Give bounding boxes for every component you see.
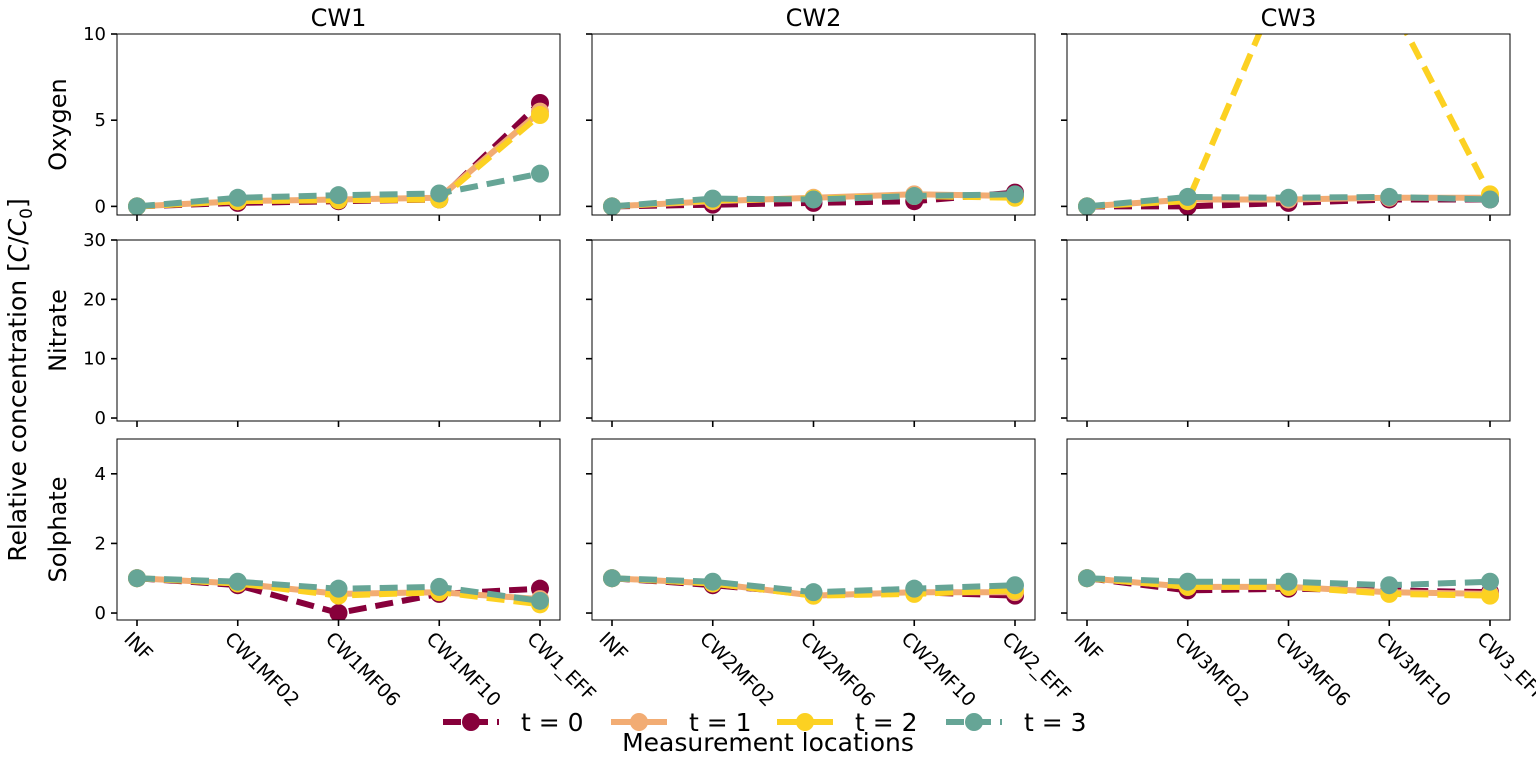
legend-marker-2	[796, 713, 814, 731]
axes-frame	[1066, 33, 1511, 216]
panel-title-cw2: CW2	[786, 4, 842, 32]
x-tick-label: CW1MF10	[422, 628, 505, 711]
panel-solphate-cw3: INF CW3MF02 CW3MF06 CW3MF10 CW3_EFF	[1061, 438, 1536, 711]
panel-solphate-cw1: 0 2 4 INF CW1MF02 CW1MF06 CW1MF10 CW1_EFF Solpha…	[44, 438, 600, 711]
x-tick-label: CW2MF10	[897, 628, 980, 711]
panel-nitrate-cw1: 0 10 20 30 Nitrate	[44, 230, 561, 429]
panel-solphate-cw2: INF CW2MF02 CW2MF06 CW2MF10 CW2_EFF	[586, 438, 1075, 711]
data-point	[128, 569, 146, 588]
legend-label-3: t = 3	[1024, 708, 1087, 737]
x-tick-label: CW1_EFF	[522, 628, 599, 705]
data-point	[531, 106, 549, 125]
data-point	[1006, 576, 1024, 595]
panel-title-cw3: CW3	[1261, 4, 1317, 32]
axes-frame	[1066, 438, 1511, 621]
y-tick-label: 10	[83, 349, 106, 370]
data-point	[531, 591, 549, 610]
x-tick-label: CW1MF02	[220, 628, 303, 711]
x-tick-label: INF	[119, 628, 156, 665]
data-point	[1178, 572, 1197, 591]
y-tick-label: 2	[95, 533, 106, 554]
panel-nitrate-cw3	[1061, 239, 1511, 427]
x-tick-label: CW2MF06	[796, 628, 879, 711]
data-point	[329, 579, 348, 598]
x-tick-label: CW2MF02	[695, 628, 778, 711]
axes-frame	[116, 239, 561, 422]
data-point	[1078, 197, 1096, 215]
data-point	[1481, 572, 1499, 591]
data-point	[1178, 187, 1197, 206]
data-point	[228, 572, 247, 591]
x-tick-label: CW2_EFF	[997, 628, 1074, 705]
row-label-oxygen: Oxygen	[44, 78, 72, 171]
data-point	[905, 579, 924, 598]
figure-x-label: Measurement locations	[622, 728, 914, 757]
data-point	[603, 197, 621, 215]
legend-marker-0	[462, 713, 480, 731]
data-point	[1078, 569, 1096, 588]
x-tick-label: INF	[1069, 628, 1106, 665]
data-point	[1279, 188, 1298, 207]
axes-frame	[116, 438, 561, 621]
data-point	[804, 583, 823, 602]
axes-frame	[591, 239, 1036, 422]
y-tick-label: 4	[95, 464, 106, 485]
legend-label-2: t = 2	[855, 708, 918, 737]
axes-frame	[1066, 239, 1511, 422]
y-tick-label: 0	[95, 603, 106, 624]
data-point	[329, 604, 348, 620]
panel-nitrate-cw2	[586, 239, 1036, 427]
panel-oxygen-cw2	[586, 33, 1036, 221]
data-point	[1380, 187, 1399, 206]
legend-label-0: t = 0	[521, 708, 584, 737]
axes-frame	[116, 33, 561, 216]
legend-marker-3	[965, 713, 983, 731]
panel-title-cw1: CW1	[311, 4, 367, 32]
data-point	[128, 197, 146, 215]
x-tick-label: CW3MF10	[1372, 628, 1455, 711]
y-tick-label: 10	[83, 24, 106, 45]
panel-oxygen-cw3	[1061, 0, 1511, 221]
axes-frame	[591, 438, 1036, 621]
data-point	[1481, 190, 1499, 209]
figure-y-label: Relative concentration [C/C0]	[3, 198, 37, 562]
row-label-nitrate: Nitrate	[44, 289, 72, 372]
x-tick-label: CW3_EFF	[1472, 628, 1536, 705]
data-point	[531, 164, 549, 183]
y-tick-label: 0	[95, 196, 106, 217]
data-point	[703, 189, 722, 208]
y-tick-label: 20	[83, 289, 106, 310]
x-tick-label: CW3MF02	[1170, 628, 1253, 711]
panel-oxygen-cw1: 0 5 10 Oxygen	[44, 24, 561, 221]
data-point	[603, 569, 621, 588]
x-tick-label: CW1MF06	[321, 628, 404, 711]
data-point	[430, 184, 449, 203]
data-point	[329, 186, 348, 205]
data-point	[703, 572, 722, 591]
data-point	[430, 577, 449, 596]
y-tick-label: 0	[95, 408, 106, 429]
data-point	[804, 190, 823, 209]
data-point	[1279, 572, 1298, 591]
data-point	[1481, 586, 1499, 605]
data-point	[1006, 185, 1024, 204]
legend-label-1: t = 1	[689, 708, 752, 737]
y-tick-label: 30	[83, 230, 106, 251]
x-tick-label: INF	[594, 628, 631, 665]
data-point	[1380, 0, 1398, 9]
data-point	[1380, 576, 1399, 595]
x-tick-label: CW3MF06	[1271, 628, 1354, 711]
data-point	[228, 188, 247, 207]
data-point	[905, 187, 924, 206]
y-tick-label: 5	[95, 110, 106, 131]
axes-frame	[591, 33, 1036, 216]
legend-marker-1	[630, 713, 648, 731]
row-label-solphate: Solphate	[44, 477, 72, 583]
legend: t = 0 t = 1 t = 2 t = 3	[443, 708, 1087, 737]
